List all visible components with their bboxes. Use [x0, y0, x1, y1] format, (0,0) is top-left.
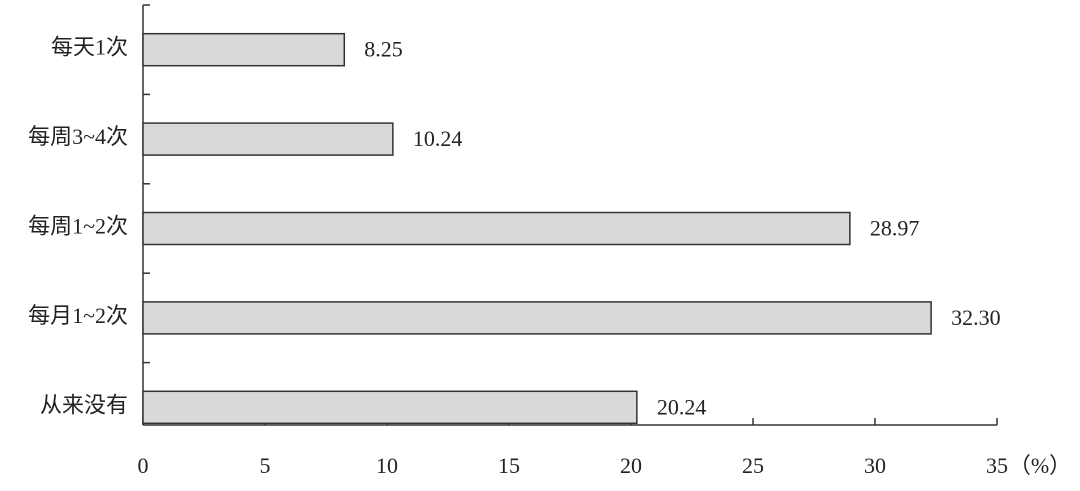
x-tick-label: 5: [260, 453, 271, 478]
x-tick-label: 0: [138, 453, 149, 478]
y-tick-label: 每月1~2次: [28, 303, 128, 328]
value-label: 20.24: [657, 394, 707, 419]
bar: [142, 211, 851, 246]
x-tick-label: 20: [620, 453, 642, 478]
bar: [142, 32, 346, 67]
x-tick-label: 25: [742, 453, 764, 478]
value-label: 32.30: [951, 305, 1001, 330]
x-axis-label: （%）: [1009, 453, 1071, 478]
x-tick-label: 30: [864, 453, 886, 478]
x-tick-label: 15: [498, 453, 520, 478]
value-label: 28.97: [870, 216, 920, 241]
y-tick-label: 每周1~2次: [28, 214, 128, 239]
y-tick-label: 每天1次: [51, 35, 128, 60]
x-tick-label: 35: [986, 453, 1008, 478]
bar: [142, 122, 394, 156]
x-tick-label: 10: [376, 453, 398, 478]
value-label: 10.24: [413, 126, 463, 151]
y-tick-label: 从来没有: [40, 392, 128, 417]
bar: [142, 301, 932, 335]
bar: [142, 390, 638, 425]
value-label: 8.25: [364, 37, 403, 62]
y-tick-label: 每周3~4次: [28, 124, 128, 149]
